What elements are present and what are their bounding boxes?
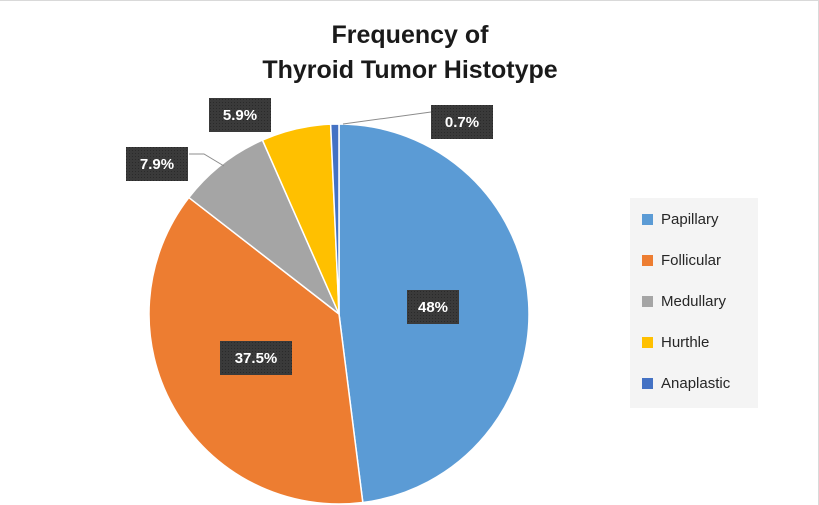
data-label-anaplastic: 0.7% bbox=[445, 114, 479, 131]
legend-swatch-papillary bbox=[642, 213, 653, 225]
legend-swatch-anaplastic bbox=[642, 377, 653, 389]
leader-line-anaplastic bbox=[342, 111, 432, 125]
data-label-box-anaplastic bbox=[431, 105, 493, 139]
legend-item-papillary: Papillary bbox=[642, 209, 719, 229]
legend-swatch-follicular bbox=[642, 254, 653, 266]
pie-slice-anaplastic bbox=[329, 123, 340, 315]
legend-swatch-medullary bbox=[642, 295, 653, 307]
legend-label-anaplastic: Anaplastic bbox=[661, 374, 731, 392]
data-label-hurthle: 5.9% bbox=[223, 107, 257, 124]
chart-title-line-1: Frequency of bbox=[331, 21, 489, 49]
legend-item-hurthle: Hurthle bbox=[642, 332, 709, 352]
legend-label-hurthle: Hurthle bbox=[661, 333, 710, 351]
data-label-box-hurthle bbox=[209, 98, 271, 132]
legend-label-follicular: Follicular bbox=[661, 251, 722, 269]
data-label-medullary: 7.9% bbox=[140, 156, 174, 173]
data-label-box-follicular bbox=[220, 341, 292, 375]
legend-item-follicular: Follicular bbox=[642, 250, 721, 270]
chart-title: Frequency of Thyroid Tumor Histotype bbox=[160, 18, 660, 88]
legend-swatch-hurthle bbox=[642, 336, 653, 348]
legend-label-papillary: Papillary bbox=[661, 210, 719, 228]
data-label-box-medullary bbox=[126, 147, 188, 181]
legend-item-medullary: Medullary bbox=[642, 291, 726, 311]
legend-item-anaplastic: Anaplastic bbox=[642, 373, 730, 393]
legend-label-medullary: Medullary bbox=[661, 292, 727, 310]
chart-title-line-2: Thyroid Tumor Histotype bbox=[262, 56, 558, 84]
leader-line-medullary bbox=[189, 153, 225, 167]
data-label-box-papillary bbox=[407, 290, 459, 324]
data-label-papillary: 48% bbox=[418, 299, 448, 316]
legend: Papillary Follicular Medullary Hurthle A… bbox=[630, 198, 758, 408]
data-label-follicular: 37.5% bbox=[235, 350, 278, 367]
